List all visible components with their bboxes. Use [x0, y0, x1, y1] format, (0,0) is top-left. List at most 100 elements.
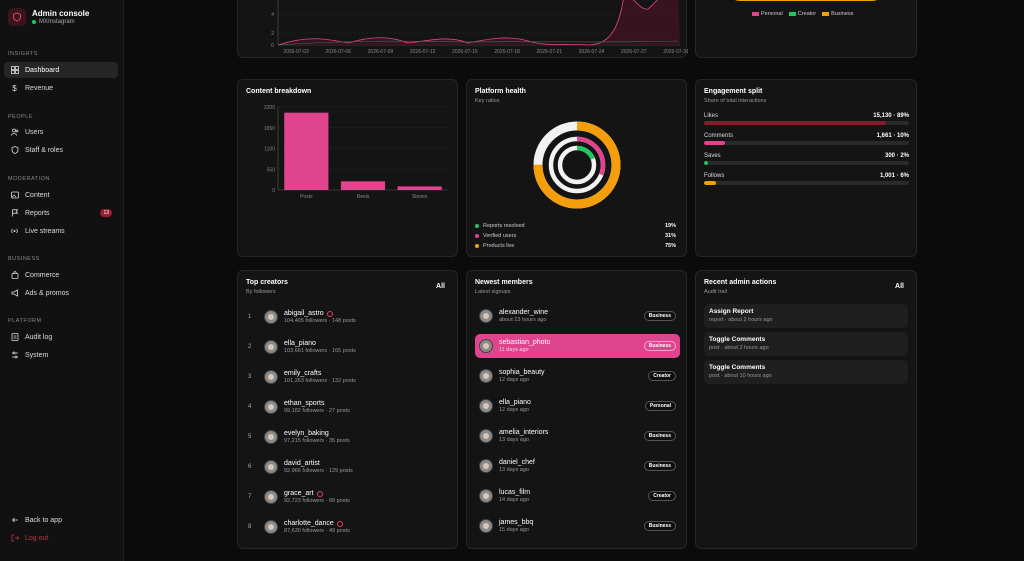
bar-reels[interactable] — [340, 181, 386, 190]
app-title: Admin console — [32, 9, 90, 18]
admin-actions-card: Recent admin actions Audit trail All Ass… — [695, 270, 917, 549]
creator-row[interactable]: 8 charlotte_dance 87,630 followers · 49 po… — [248, 516, 448, 538]
admin-action-item[interactable]: Assign Report report · about 2 hours ago — [704, 304, 908, 328]
action-title: Toggle Comments — [709, 364, 766, 371]
member-row[interactable]: amelia_interiors 13 days ago Business — [475, 424, 680, 448]
creator-meta: 99,182 followers · 27 posts — [284, 408, 350, 414]
sidebar-item-label: Content — [25, 191, 50, 199]
member-row[interactable]: ella_piano 12 days ago Personal — [475, 394, 680, 418]
sidebar-item-content[interactable]: Content — [4, 187, 118, 203]
back-to-app-link[interactable]: Back to app — [4, 512, 118, 528]
x-tick: 2026-07-12 — [410, 49, 436, 55]
creator-row[interactable]: 4 ethan_sports 99,182 followers · 27 posts — [248, 396, 448, 418]
member-row[interactable]: james_bbq 15 days ago Business — [475, 514, 680, 538]
avatar — [264, 430, 278, 444]
creator-row[interactable]: 7 grace_art 92,723 followers · 89 posts — [248, 486, 448, 508]
logout-button[interactable]: Log out — [4, 530, 118, 546]
brand[interactable]: Admin console MXInstagram — [8, 8, 89, 26]
creator-meta: 103,661 followers · 165 posts — [284, 348, 356, 354]
card-subtitle: Share of total interactions — [704, 98, 767, 104]
creator-rank: 6 — [248, 464, 252, 470]
creator-row[interactable]: 5 evelyn_baking 97,215 followers · 35 post… — [248, 426, 448, 448]
member-row[interactable]: sophia_beauty 12 days ago Creator — [475, 364, 680, 388]
verified-badge-icon — [326, 310, 333, 317]
nav-section-people: PEOPLE — [8, 114, 34, 120]
creator-row[interactable]: 1 abigail_astro 104,405 followers · 148 po… — [248, 306, 448, 328]
avatar — [479, 429, 493, 443]
creator-name: emily_crafts — [284, 370, 322, 377]
view-all-creators-button[interactable]: All — [436, 283, 445, 290]
admin-action-item[interactable]: Toggle Comments post · about 2 hours ago — [704, 332, 908, 356]
logout-icon — [10, 534, 19, 543]
sidebar-item-commerce[interactable]: Commerce — [4, 267, 118, 283]
avatar — [264, 400, 278, 414]
sidebar-item-live-streams[interactable]: Live streams — [4, 223, 118, 239]
top-creators-card: Top creators By followers All 1 abigail_a… — [237, 270, 458, 549]
avatar — [264, 340, 278, 354]
x-tick-label: Stories — [412, 194, 428, 200]
engagement-row-likes: Likes 15,130 · 89% — [704, 113, 909, 125]
creator-row[interactable]: 2 ella_piano 103,661 followers · 165 posts — [248, 336, 448, 358]
engagement-row-follows: Follows 1,001 · 6% — [704, 173, 909, 185]
legend-item-business: Business — [822, 11, 853, 17]
legend-swatch — [822, 12, 830, 16]
creator-rank: 7 — [248, 494, 252, 500]
member-joined: 11 days ago — [499, 347, 529, 353]
ratio-value: 75% — [664, 242, 676, 249]
sidebar-item-label: System — [25, 351, 49, 359]
sidebar-item-ads-promos[interactable]: Ads & promos — [4, 285, 118, 301]
view-all-actions-button[interactable]: All — [895, 283, 904, 290]
creator-line — [277, 40, 679, 46]
creator-rank: 1 — [248, 314, 252, 320]
action-title: Toggle Comments — [709, 336, 766, 343]
sidebar-item-dashboard[interactable]: Dashboard — [4, 62, 118, 78]
legend-label: Creator — [797, 11, 817, 17]
legend-label: Personal — [761, 11, 783, 17]
y-tick: 0 — [271, 43, 274, 49]
member-row[interactable]: alexander_wine about 23 hours ago Business — [475, 304, 680, 328]
creator-name: ella_piano — [284, 340, 316, 347]
bar-stories[interactable] — [397, 186, 442, 190]
engagement-value: 300 · 2% — [884, 153, 909, 159]
sidebar-item-label: Audit log — [25, 333, 53, 341]
ratio-label: Reports resolved — [483, 222, 525, 229]
platform-health-ring-chart — [533, 121, 621, 209]
sidebar-item-system[interactable]: System — [4, 347, 118, 363]
ratio-value: 19% — [664, 222, 676, 229]
member-row[interactable]: lucas_film 14 days ago Creator — [475, 484, 680, 508]
legend-swatch — [752, 12, 759, 16]
member-joined: 12 days ago — [499, 407, 529, 413]
x-tick: 2026-07-24 — [579, 49, 605, 55]
ratio-verified-users: Verified users 31% — [475, 231, 680, 240]
sidebar-item-staff-roles[interactable]: Staff & roles — [4, 142, 118, 158]
sidebar-item-label: Revenue — [25, 84, 54, 92]
creator-meta: 92,966 followers · 129 posts — [284, 468, 353, 474]
creator-name: grace_art — [284, 490, 314, 497]
y-tick-label: 2200 — [264, 105, 275, 111]
ring-reports-resolved — [557, 145, 597, 185]
engagement-value: 1,661 · 10% — [876, 133, 909, 139]
engagement-label: Likes — [704, 113, 719, 119]
admin-action-item[interactable]: Toggle Comments post · about 10 hours ag… — [704, 360, 908, 384]
ratio-value: 31% — [664, 232, 676, 239]
engagement-row-comments: Comments 1,661 · 10% — [704, 133, 909, 145]
newest-members-card: Newest members Latest signups alexander_… — [466, 270, 687, 549]
member-row[interactable]: sebastian_photo 11 days ago Business — [475, 334, 680, 358]
creator-rank: 3 — [248, 374, 252, 380]
avatar — [264, 520, 278, 534]
x-tick: 2026-07-06 — [325, 49, 351, 55]
sidebar-item-audit-log[interactable]: Audit log — [4, 329, 118, 345]
sidebar-item-revenue[interactable]: $ Revenue — [4, 80, 118, 96]
sidebar-item-users[interactable]: Users — [4, 124, 118, 140]
x-tick-label: Reels — [357, 194, 370, 200]
status-dot-icon — [32, 20, 36, 24]
creator-row[interactable]: 3 emily_crafts 101,263 followers · 132 pos… — [248, 366, 448, 388]
creator-row[interactable]: 6 david_artist 92,966 followers · 129 post… — [248, 456, 448, 478]
card-subtitle: Key ratios — [475, 98, 500, 104]
verified-badge-icon — [316, 490, 323, 497]
sidebar-item-reports[interactable]: Reports 13 — [4, 205, 118, 221]
image-icon — [10, 191, 19, 200]
member-row[interactable]: daniel_chef 13 days ago Business — [475, 454, 680, 478]
bar-posts[interactable] — [284, 112, 329, 190]
